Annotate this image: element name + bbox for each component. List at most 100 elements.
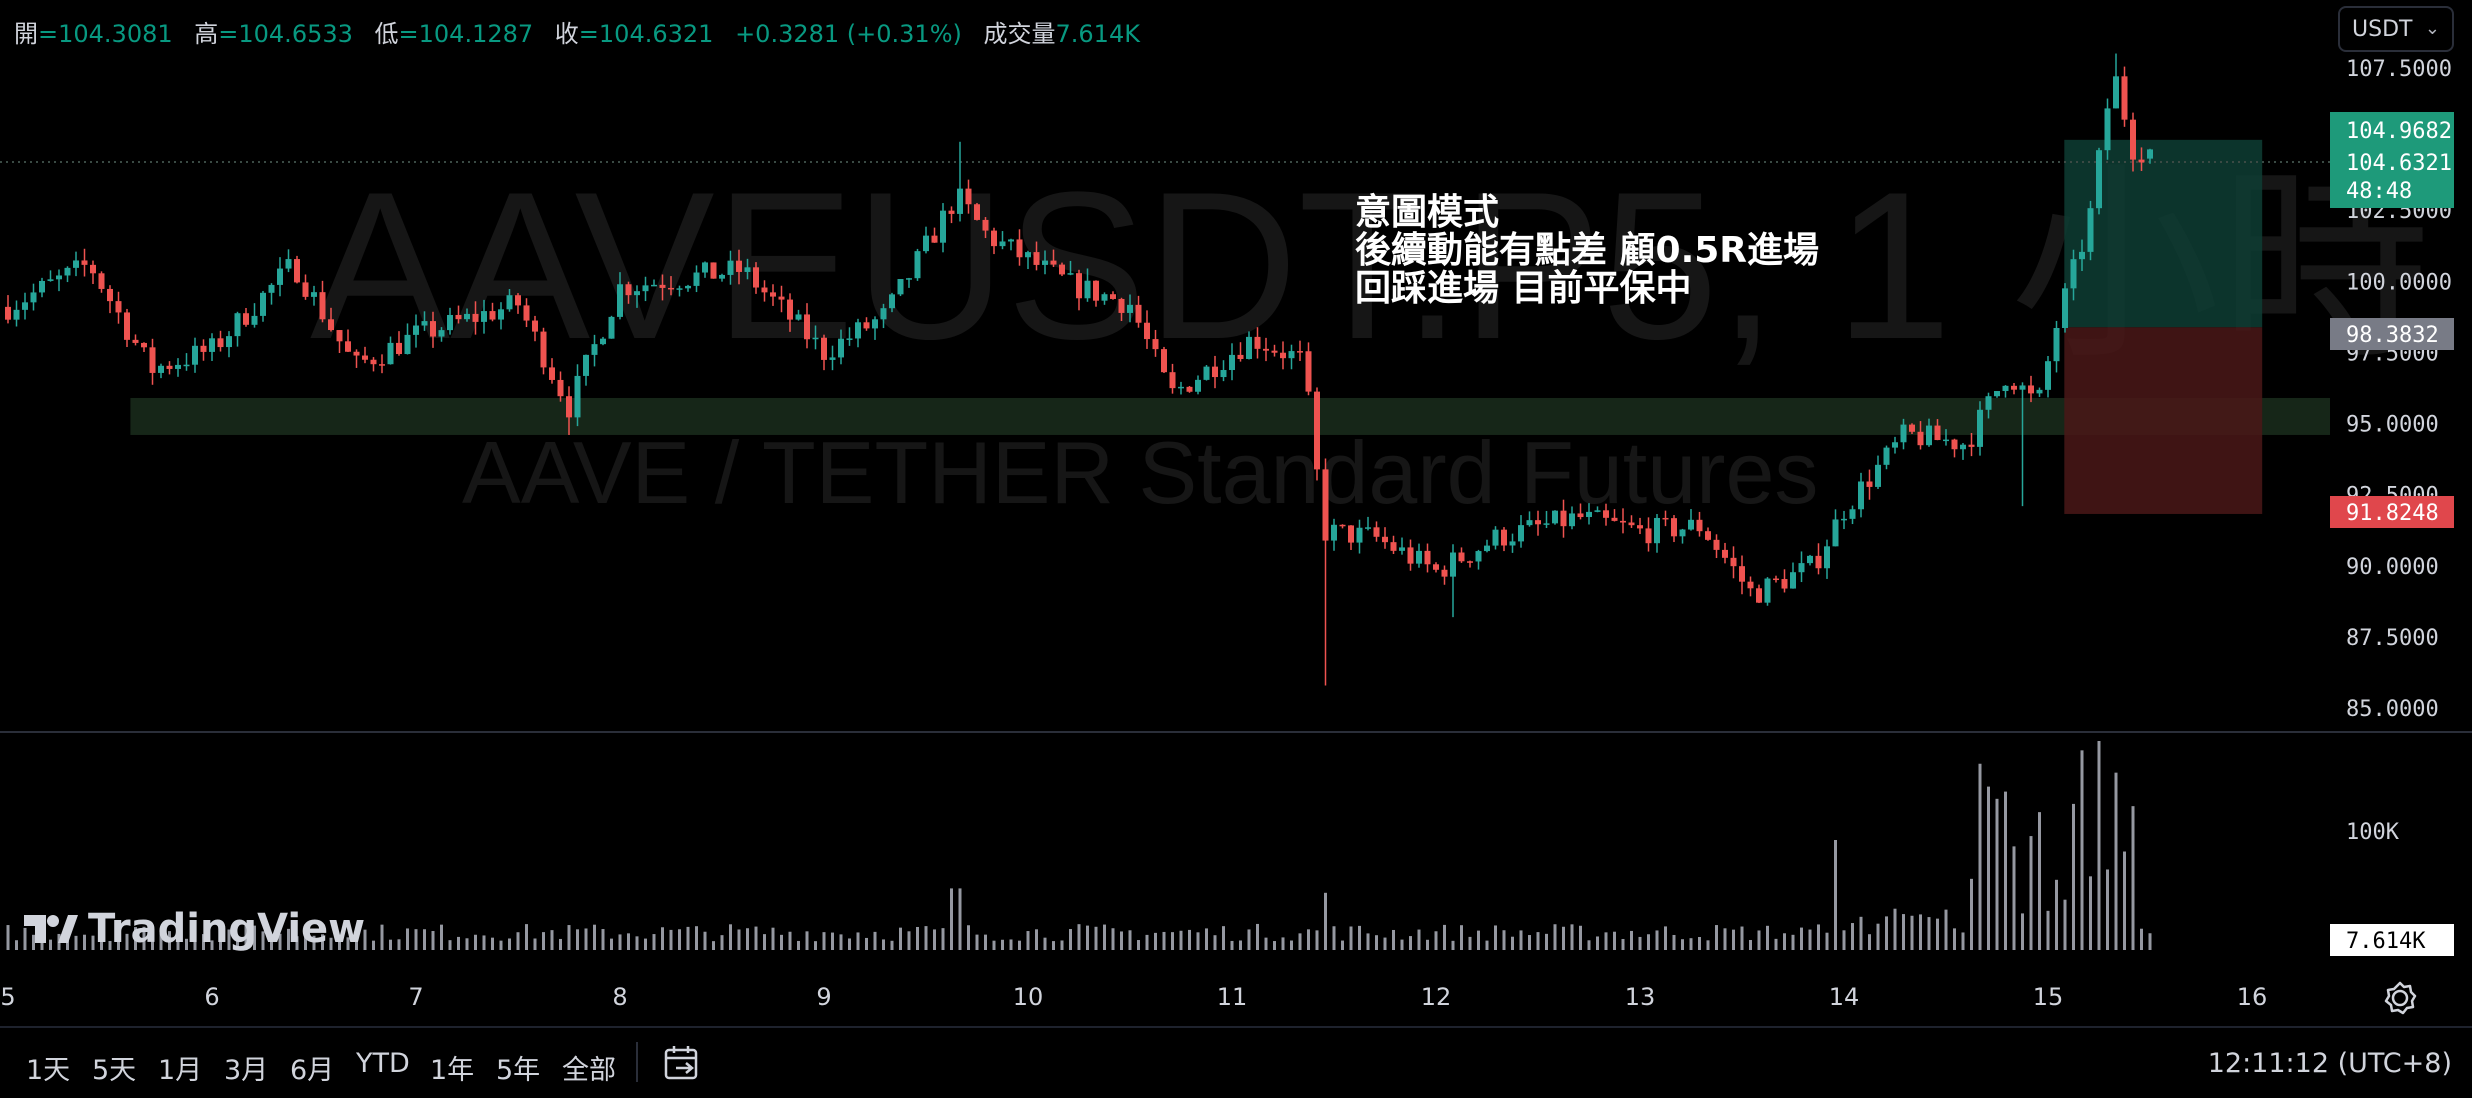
volume-bar	[1953, 928, 1956, 950]
volume-bar	[992, 940, 996, 950]
ohlc-legend: 開=104.3081 高=104.6533 低=104.1287 收=104.6…	[14, 14, 1154, 49]
volume-bar	[1817, 924, 1820, 950]
volume-bar	[474, 934, 477, 950]
annotation-text[interactable]: 意圖模式 後續動能有點差 顧0.5R進場 回踩進場 目前平保中	[1355, 192, 1819, 309]
candle-up	[702, 262, 708, 273]
time-axis-tick: 16	[2237, 983, 2268, 1011]
volume-bar	[1579, 925, 1582, 950]
candle-down	[1739, 566, 1745, 582]
support-zone	[130, 397, 2331, 435]
candle-up	[311, 292, 317, 297]
volume-bar	[627, 933, 630, 950]
price-axis-tick: 87.5000	[2346, 626, 2439, 651]
range-5y[interactable]: 5年	[496, 1055, 541, 1086]
goto-date-icon[interactable]	[662, 1042, 704, 1084]
candle-down	[1161, 349, 1167, 373]
volume-bar	[176, 930, 180, 950]
candle-down	[1951, 439, 1958, 450]
range-all[interactable]: 全部	[562, 1055, 616, 1086]
tradingview-logo-text: TradingView	[88, 906, 366, 952]
candle-up	[175, 364, 181, 369]
candle-down	[1110, 294, 1116, 299]
candle-down	[1033, 252, 1040, 265]
volume-bar	[1604, 932, 1608, 950]
candle-down	[710, 262, 717, 279]
range-5d[interactable]: 5天	[92, 1055, 137, 1086]
volume-bar	[1936, 918, 1939, 950]
candle-down	[1212, 366, 1218, 378]
range-1d[interactable]: 1天	[26, 1055, 71, 1086]
volume-bar	[1001, 939, 1004, 950]
clock-timezone[interactable]: 12:11:12 (UTC+8)	[2207, 1048, 2452, 1079]
candle-up	[2079, 251, 2085, 260]
range-ytd[interactable]: YTD	[356, 1048, 410, 1079]
candle-up	[1679, 529, 1686, 537]
volume-bar	[2131, 806, 2135, 950]
open-label: 開	[14, 20, 38, 48]
candle-up	[260, 292, 266, 316]
candle-down	[770, 292, 776, 297]
candle-down	[1135, 304, 1142, 323]
candle-down	[1747, 581, 1754, 589]
volume-bar	[720, 935, 724, 950]
candle-down	[1169, 372, 1176, 389]
volume-bar	[125, 933, 129, 950]
volume-bar	[1757, 930, 1761, 950]
candle-down	[1059, 264, 1065, 275]
volume-bar	[1647, 934, 1650, 950]
volume-bar	[1621, 938, 1625, 950]
candle-up	[56, 275, 62, 280]
volume-bar	[1137, 940, 1140, 950]
candle-up	[1943, 439, 1949, 442]
volume-bar	[1485, 940, 1489, 950]
currency-select-value: USDT	[2352, 16, 2413, 42]
volume-bar	[134, 927, 137, 950]
candle-up	[1178, 386, 1184, 389]
volume-axis-100k: 100K	[2346, 820, 2400, 845]
time-axis[interactable]: 5 6 7 8 9 10 11 12 13 14 15 16	[0, 983, 2267, 1011]
volume-bar	[168, 931, 171, 950]
volume-bar	[1536, 932, 1540, 950]
volume-bar	[1366, 933, 1370, 950]
settings-gear-icon[interactable]	[2382, 980, 2418, 1016]
range-1m[interactable]: 1月	[158, 1055, 203, 1086]
candle-up	[13, 309, 20, 320]
volume-bar	[1740, 926, 1744, 950]
candle-up	[591, 344, 598, 355]
range-6m[interactable]: 6月	[290, 1055, 335, 1086]
volume-bar	[1392, 929, 1395, 950]
time-axis-tick: 14	[1829, 983, 1860, 1011]
volume-bar	[1264, 937, 1268, 950]
volume-bar	[1834, 840, 1837, 950]
volume-bar	[295, 936, 299, 950]
volume-bar	[414, 929, 418, 950]
target-price-label: 104.9682	[2346, 119, 2452, 144]
candle-up	[64, 267, 71, 276]
time-axis-tick: 12	[1421, 983, 1452, 1011]
currency-select[interactable]: USDT ⌄	[2338, 6, 2454, 52]
volume-bar	[1528, 935, 1531, 950]
volume-bar	[907, 931, 911, 950]
candle-down	[778, 296, 785, 300]
candle-up	[1552, 510, 1558, 524]
volume-bar	[1902, 914, 1905, 950]
volume-bar	[465, 938, 469, 950]
candle-down	[659, 284, 666, 288]
candle-down	[668, 287, 674, 290]
candle-down	[370, 359, 377, 365]
volume-bar	[431, 931, 435, 950]
volume-bar	[1383, 937, 1387, 950]
range-1y[interactable]: 1年	[430, 1055, 475, 1086]
candle-up	[1526, 520, 1533, 526]
tradingview-logo[interactable]: TradingView	[22, 906, 365, 952]
range-3m[interactable]: 3月	[224, 1055, 269, 1086]
chart-svg[interactable]: AAVEUSDT.P5, 1 小時 AAVE / TETHER Standard…	[0, 0, 2472, 1026]
volume-bar	[1230, 940, 1234, 950]
candle-down	[1305, 351, 1312, 392]
volume-bar	[1545, 933, 1548, 950]
candle-up	[923, 235, 929, 252]
volume-bar	[678, 929, 681, 950]
volume-bar	[2046, 910, 2050, 950]
candle-down	[1628, 522, 1635, 526]
